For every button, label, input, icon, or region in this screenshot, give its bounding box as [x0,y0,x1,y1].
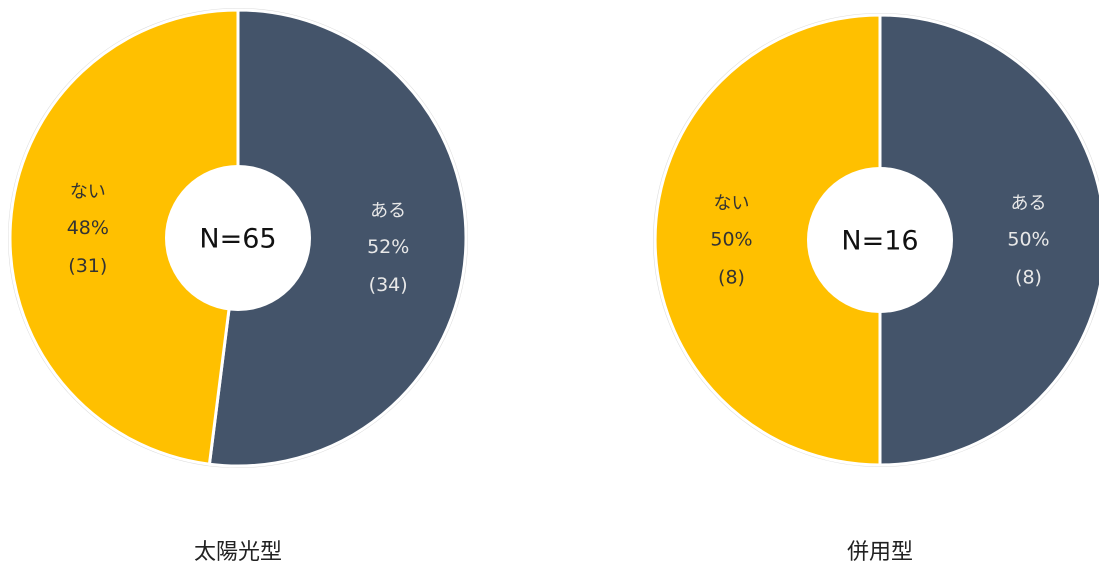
slice-category: ない [70,182,106,203]
wedge [878,13,1099,467]
slice-count: (31) [68,255,107,277]
chart-title: 太陽光型 [194,540,282,565]
slice-count: (8) [1015,267,1042,289]
donut-hole [165,165,311,311]
wedge [653,13,882,467]
slice-percent: 50% [1007,229,1049,251]
slice-count: (34) [369,274,408,296]
slice-count: (8) [718,267,745,289]
center-label: N=65 [199,224,276,255]
center-label: N=16 [841,226,918,257]
wedge [8,8,240,466]
slice-percent: 52% [367,236,409,258]
slice-category: ある [370,200,406,221]
wedge [207,8,468,468]
slice-category: ない [714,193,750,214]
slice-percent: 48% [67,217,109,239]
slice-category: ある [1011,193,1047,214]
chart-title: 併用型 [847,540,913,565]
slice-percent: 50% [710,229,752,251]
donut-hole [807,167,953,313]
